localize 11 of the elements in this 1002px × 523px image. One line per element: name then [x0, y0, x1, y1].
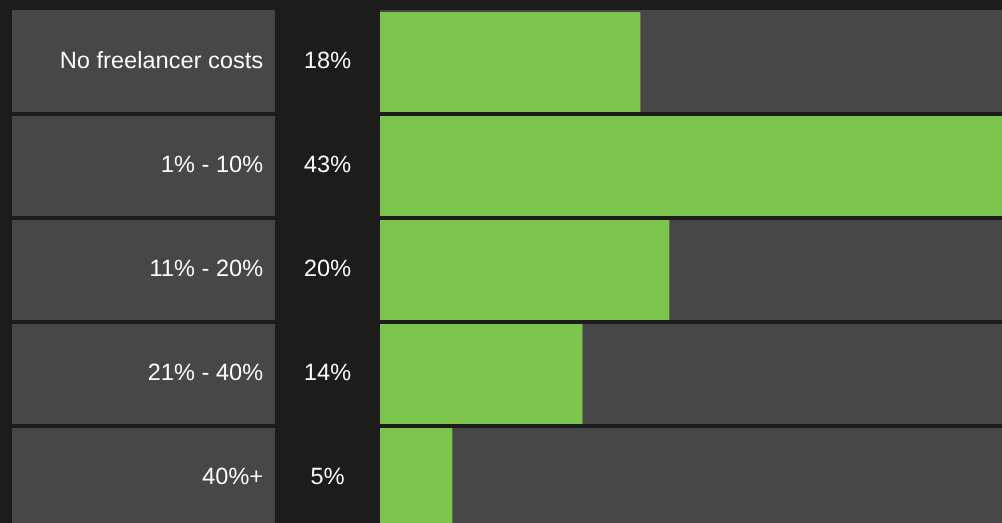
y-tick-label: No freelancer costs — [61, 51, 263, 69]
y-tick-label: 21% - 40% — [148, 363, 263, 381]
bar — [380, 324, 583, 424]
data-label: 20% — [305, 259, 351, 277]
y-tick-label: 11% - 20% — [151, 259, 263, 277]
data-label: 43% — [304, 155, 351, 173]
data-label: 5% — [311, 467, 344, 485]
y-tick-label: 40%+ — [202, 467, 262, 485]
data-label: 14% — [305, 363, 351, 381]
data-label: 18% — [305, 51, 351, 69]
y-tick-label: 1% - 10% — [162, 155, 263, 173]
